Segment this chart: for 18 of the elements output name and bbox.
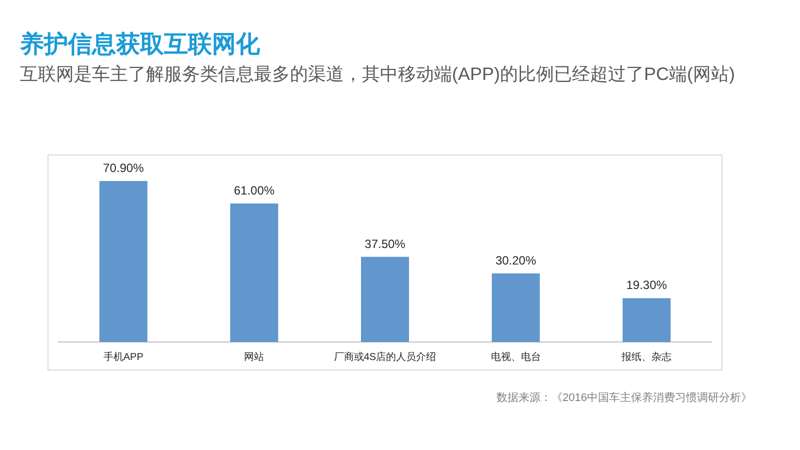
data-label: 19.30%: [626, 278, 668, 292]
source-note: 数据来源：《2016中国车主保养消费习惯调研分析》: [496, 391, 752, 404]
x-tick-label: 网站: [244, 351, 264, 363]
x-tick-label: 报纸、杂志: [620, 351, 672, 363]
bar: [99, 181, 148, 342]
data-label: 37.50%: [364, 236, 406, 251]
bar: [622, 298, 671, 342]
bar: [492, 273, 540, 342]
x-tick-label: 厂商或4S店的人员介绍: [334, 351, 436, 363]
x-tick-label: 电视、电台: [490, 351, 541, 363]
bar: [361, 256, 409, 342]
data-label: 61.00%: [234, 183, 275, 198]
chart-subtitle: 互联网是车主了解服务类信息最多的渠道，其中移动端(APP)的比例已经超过了PC端(网站): [20, 63, 736, 86]
x-tick-label: 手机APP: [103, 351, 144, 363]
chart-title: 养护信息获取互联网化: [19, 31, 261, 58]
data-label: 30.20%: [495, 253, 536, 268]
bar: [230, 203, 278, 342]
data-label: 70.90%: [103, 161, 144, 175]
